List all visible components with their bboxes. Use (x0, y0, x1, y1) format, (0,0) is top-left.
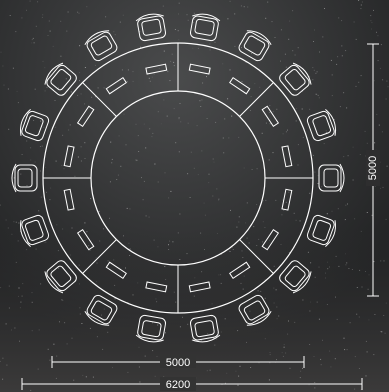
chair (44, 62, 77, 96)
chair (318, 163, 345, 193)
place-setting (281, 145, 293, 168)
place-setting (188, 63, 211, 75)
chair (306, 109, 336, 142)
chair (306, 214, 336, 247)
outer-width-label: 6200 (166, 379, 190, 391)
place-setting (145, 281, 168, 293)
place-setting (76, 229, 95, 251)
place-setting (145, 63, 168, 75)
place-setting (261, 105, 280, 127)
inner-width-label: 5000 (166, 357, 190, 369)
chair (135, 314, 167, 343)
chair (189, 13, 221, 42)
chair (20, 109, 50, 142)
chair (279, 62, 312, 96)
place-setting (63, 188, 75, 211)
place-setting (261, 229, 280, 251)
place-setting (63, 145, 75, 168)
chair (238, 30, 272, 62)
chair (84, 294, 118, 326)
height-label: 5000 (367, 156, 379, 180)
place-settings (63, 63, 293, 293)
chair (44, 260, 77, 294)
chair (11, 163, 38, 193)
table-segment-dividers (43, 43, 313, 313)
chair (238, 294, 272, 326)
segment-divider (82, 82, 117, 117)
chair (84, 30, 118, 62)
place-setting (105, 261, 127, 280)
place-setting (76, 105, 95, 127)
place-setting (105, 76, 127, 95)
chair (135, 13, 167, 42)
chair (279, 260, 312, 294)
place-setting (281, 188, 293, 211)
place-setting (229, 261, 251, 280)
chair (189, 314, 221, 343)
place-setting (188, 281, 211, 293)
segment-divider (82, 239, 117, 274)
segment-divider (239, 239, 274, 274)
chairs (11, 13, 345, 343)
inner-table-ring (90, 90, 266, 266)
segment-divider (239, 82, 274, 117)
place-setting (229, 76, 251, 95)
chair (20, 214, 50, 247)
